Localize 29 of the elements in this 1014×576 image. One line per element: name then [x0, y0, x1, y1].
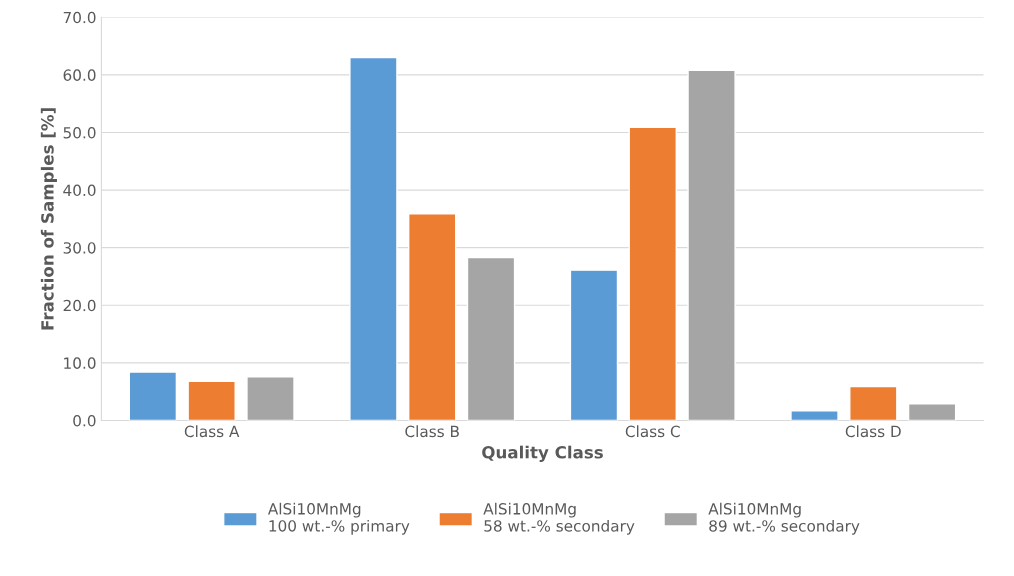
legend-label: AlSi10MnMg 89 wt.-% secondary: [708, 502, 860, 535]
bar: [628, 126, 677, 421]
y-tick-label: 30.0: [63, 242, 96, 254]
y-tick-label: 40.0: [63, 184, 96, 197]
legend-label: AlSi10MnMg 100 wt.-% primary: [267, 502, 410, 535]
bar: [407, 213, 457, 421]
bar: [907, 403, 957, 421]
bar: [128, 371, 178, 421]
bar: [849, 385, 898, 421]
y-tick-label: 60.0: [63, 69, 96, 81]
x-axis-title: Quality Class: [482, 445, 603, 462]
y-axis-title: Fraction of Samples [%]: [40, 108, 57, 330]
y-tick-label: 0.0: [73, 414, 96, 427]
bar: [790, 409, 839, 421]
bar: [349, 56, 398, 421]
y-tick-label: 50.0: [63, 126, 96, 139]
x-tick-label: Class C: [625, 425, 680, 438]
bar: [569, 269, 619, 421]
y-tick-label: 10.0: [64, 357, 96, 369]
y-tick-label: 70.0: [63, 11, 96, 24]
x-tick-label: Class D: [845, 425, 901, 438]
bar: [466, 256, 516, 421]
x-tick-label: Class A: [184, 425, 240, 438]
legend-label: AlSi10MnMg 58 wt.-% secondary: [483, 502, 635, 535]
bar: [246, 376, 295, 421]
bar: [187, 380, 236, 421]
x-tick-label: Class B: [405, 425, 459, 438]
y-tick-label: 20.0: [63, 299, 96, 312]
bar: [687, 69, 736, 421]
